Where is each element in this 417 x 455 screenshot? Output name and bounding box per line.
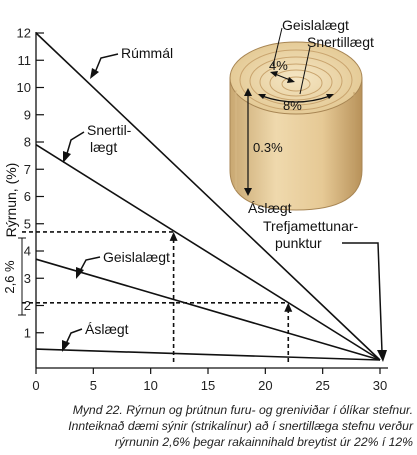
difference-bracket: 2,6 % (2, 238, 26, 315)
y-tick-label: 12 (17, 26, 31, 41)
x-tick-label: 5 (90, 378, 97, 393)
series-label-radial: Geislalægt (103, 249, 170, 265)
caption-line-3: rýrnunin 2,6% þegar rakainnihald breytis… (4, 434, 413, 450)
y-tick-label: 7 (24, 162, 31, 177)
y-tick-label: 4 (24, 244, 31, 259)
label-tangential: Snertil- lægt (63, 122, 132, 163)
y-tick-label: 8 (24, 135, 31, 150)
x-tick-label: 30 (373, 378, 387, 393)
fiber-saturation-label-1: Trefjamettunar- (263, 218, 359, 234)
figure-caption: Mynd 22. Rýrnun og þrútnun furu- og gren… (4, 402, 413, 450)
y-tick-label: 2 (24, 298, 31, 313)
y-tick-label: 6 (24, 189, 31, 204)
y-tick-label: 1 (24, 325, 31, 340)
inset-value-tangential: 8% (283, 98, 302, 113)
caption-line-2: Innteiknað dæmi sýnir (strikalínur) að í… (4, 418, 413, 434)
inset-value-radial: 4% (269, 58, 288, 73)
wood-log-illustration: 4% 8% 0.3% Geislalægt Snertillægt Áslægt (230, 17, 374, 216)
y-tick-label: 3 (24, 271, 31, 286)
fiber-saturation-label-2: punktur (275, 235, 322, 251)
y-axis-label: Rýrnun, (%) (3, 163, 19, 238)
series-label-tangential-2: lægt (90, 139, 117, 155)
label-volume: Rúmmál (90, 45, 173, 79)
inset-value-axial: 0.3% (253, 140, 283, 155)
y-tick-label: 10 (17, 80, 31, 95)
series-label-tangential-1: Snertil- (87, 122, 132, 138)
fiber-saturation-annotation: Trefjamettunar- punktur (263, 218, 387, 362)
y-tick-label: 9 (24, 107, 31, 122)
series-label-volume: Rúmmál (121, 45, 173, 61)
series-label-axial: Áslægt (85, 321, 129, 337)
y-tick-label: 11 (18, 53, 32, 68)
inset-label-axial: Áslægt (248, 200, 292, 216)
x-tick-label: 0 (32, 378, 39, 393)
inset-label-tangential: Snertillægt (307, 34, 374, 50)
x-tick-label: 20 (258, 378, 272, 393)
y-tick-label: 5 (24, 216, 31, 231)
x-tick-label: 15 (201, 378, 215, 393)
label-axial: Áslægt (62, 321, 129, 352)
caption-line-1: Mynd 22. Rýrnun og þrútnun furu- og gren… (4, 402, 413, 418)
series-line-axial (36, 349, 380, 360)
inset-label-radial: Geislalægt (282, 17, 349, 33)
x-tick-label: 10 (143, 378, 157, 393)
difference-label: 2,6 % (2, 260, 17, 294)
x-tick-label: 25 (315, 378, 329, 393)
series-line-radial (36, 259, 380, 360)
